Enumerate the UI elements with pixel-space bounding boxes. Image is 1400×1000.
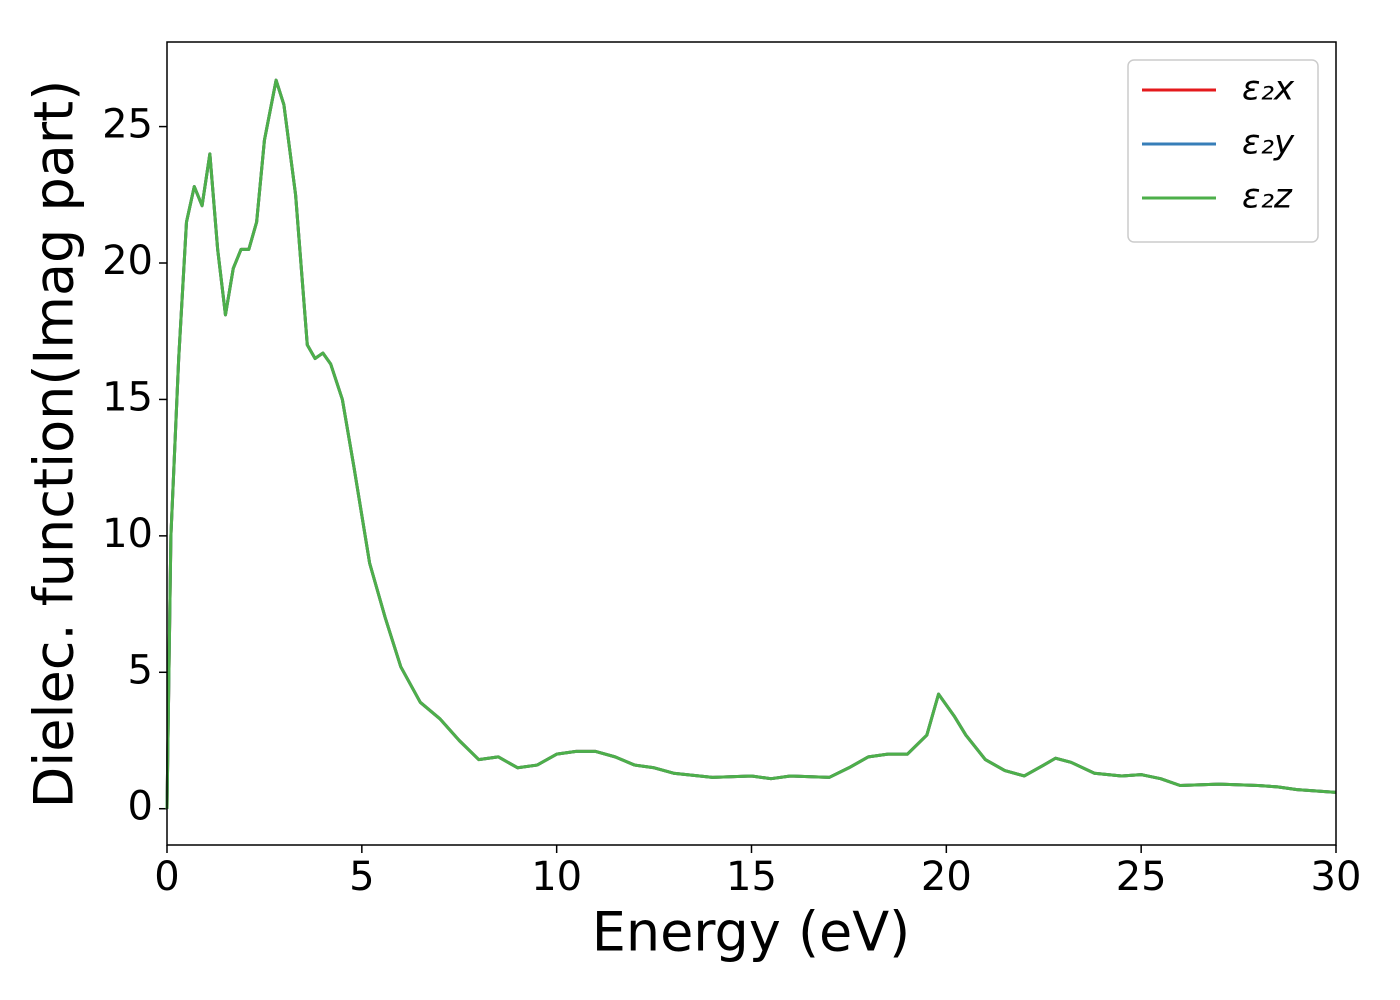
y-tick-label: 20 — [102, 238, 153, 284]
x-tick-label: 0 — [154, 854, 179, 900]
plot-frame — [166, 41, 1337, 846]
data-line — [165, 78, 1337, 809]
y-axis-label: Dielec. function(Imag part) — [23, 80, 86, 809]
x-tick-label: 10 — [531, 854, 582, 900]
x-tick-label: 15 — [726, 854, 777, 900]
x-tick-label: 20 — [921, 854, 972, 900]
y-tick-label: 5 — [128, 647, 153, 693]
legend-label: ε₂x — [1242, 69, 1295, 109]
legend-label: ε₂y — [1242, 123, 1295, 163]
legend-label: ε₂z — [1242, 177, 1293, 217]
legend: ε₂x ε₂y ε₂z — [1127, 59, 1319, 243]
y-tick-label: 15 — [102, 374, 153, 420]
x-tick-label: 30 — [1311, 854, 1362, 900]
y-tick-label: 25 — [102, 102, 153, 148]
y-tick-label: 0 — [128, 784, 153, 830]
x-tick-label: 25 — [1116, 854, 1167, 900]
x-axis-label: Energy (eV) — [592, 901, 911, 964]
y-tick-label: 10 — [102, 511, 153, 557]
x-tick-label: 5 — [349, 854, 374, 900]
